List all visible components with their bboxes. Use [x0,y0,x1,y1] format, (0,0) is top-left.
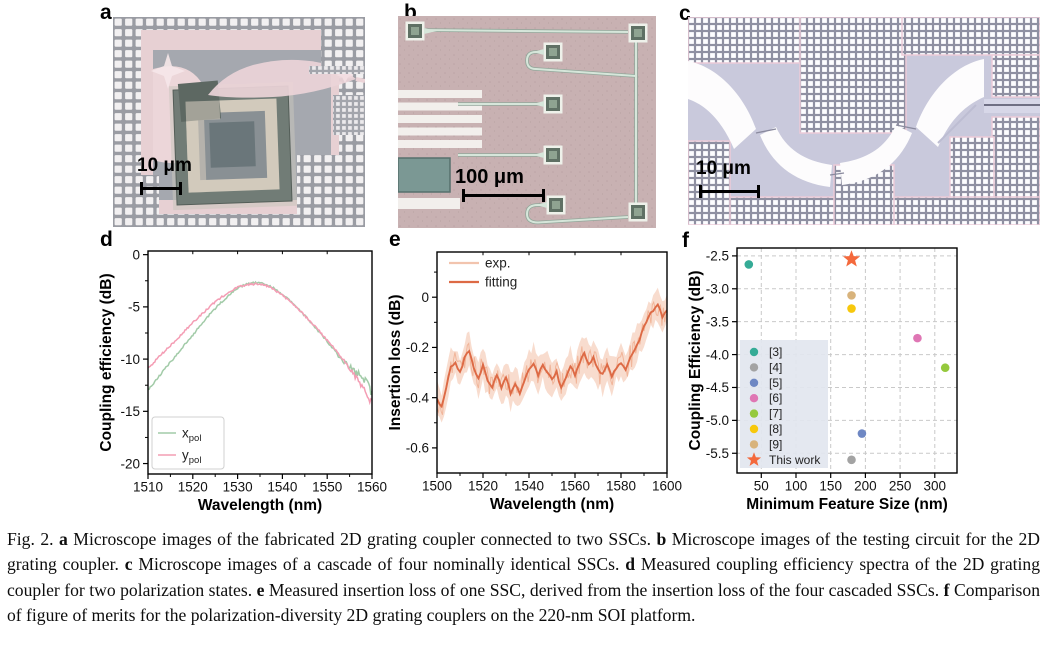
legend-label-band: exp. [485,256,511,271]
panel-b-scale-bar [462,188,545,203]
svg-text:-5.5: -5.5 [706,446,729,461]
legend-label-8: [8] [769,422,782,436]
svg-text:1580: 1580 [606,479,636,494]
point-5 [857,429,867,438]
ssc-tapers [688,59,984,187]
legend-label-6: [6] [769,391,782,405]
svg-text:-4.5: -4.5 [706,380,729,395]
micrograph-b-graphic [398,16,656,228]
svg-text:1560: 1560 [560,479,590,494]
svg-text:-2.5: -2.5 [706,249,729,264]
svg-text:-15: -15 [120,404,140,419]
chart-d-svg: 1510 1520 1530 1540 1550 1560 0 -5 -10 -15 -20 Wave… [98,247,387,514]
panel-c-scale-bar [699,184,760,199]
panel-f-label: f [682,229,689,252]
chart-insertion-loss: 1500 1520 1540 1560 1580 1600 0 -0.2 -0.4 -0.6 Wav… [385,231,685,521]
svg-text:1520: 1520 [468,479,498,494]
chart-e-svg: 1500 1520 1540 1560 1580 1600 0 -0.2 -0.4 -0.6 Wav… [387,251,682,513]
x-axis-label: Minimum Feature Size (nm) [746,496,948,513]
point-7 [940,363,950,373]
legend-label-7: [7] [769,407,782,421]
y-axis-label: Insertion loss (dB) [387,294,404,430]
svg-text:1500: 1500 [422,479,452,494]
micrograph-testing-circuit: 100 μm [398,16,656,228]
grating-coupler-squares [405,21,648,222]
x-axis-label: Wavelength (nm) [198,497,322,514]
panel-c-label: c [679,2,691,25]
panel-b-scale-bar-label: 100 μm [455,166,524,188]
legend-label-4: [4] [769,360,782,374]
svg-text:100: 100 [785,479,808,494]
legend-label-Thiswork: This work [769,453,821,467]
svg-text:1510: 1510 [133,480,163,495]
micrograph-2d-grating-coupler: 10 μm [113,17,365,227]
legend-label-9: [9] [769,437,782,451]
svg-text:1530: 1530 [223,480,253,495]
micrograph-a-graphic [113,17,365,227]
legend-label-5: [5] [769,376,782,390]
svg-text:1550: 1550 [312,480,342,495]
point-9 [847,291,856,300]
svg-text:1540: 1540 [267,480,297,495]
svg-text:-0.6: -0.6 [406,441,429,456]
svg-text:-0.2: -0.2 [406,340,429,355]
point-6 [913,333,922,343]
svg-text:-4.0: -4.0 [706,347,729,362]
svg-text:50: 50 [754,479,769,494]
legend-label-fit: fitting [485,275,517,290]
metal-stripes [398,90,482,148]
chart-f-svg: 50 100 150 200 250 300 -2.5 -3.0 -3.5 -4.0 -4.5 -5.… [687,247,958,513]
chart-comparison-scatter: 50 100 150 200 250 300 -2.5 -3.0 -3.5 -4.0 -4.5 -5.… [680,231,1045,521]
series-fitting [437,302,667,409]
micrograph-c-graphic [688,17,1040,225]
metal-pad [398,157,451,193]
series-x_pol [148,280,372,396]
series-exp-band [437,287,667,423]
svg-text:300: 300 [924,479,947,494]
point-4 [847,455,856,465]
svg-text:-5: -5 [128,300,140,315]
svg-text:-20: -20 [120,456,140,471]
figure-caption: Fig. 2. a Microscope images of the fabri… [7,529,1040,626]
panel-a-label: a [100,1,112,24]
point-this-work [843,250,861,267]
svg-text:-0.4: -0.4 [406,390,430,405]
chart-coupling-efficiency: 1510 1520 1530 1540 1550 1560 0 -5 -10 -15 -20 Wave… [95,231,395,521]
svg-text:-10: -10 [120,352,140,367]
svg-text:1600: 1600 [652,479,682,494]
svg-text:0: 0 [421,290,429,305]
panel-d-label: d [100,228,113,251]
x-axis-label: Wavelength (nm) [490,496,614,513]
svg-text:-3.5: -3.5 [706,314,729,329]
micrograph-ssc-cascade: 10 μm [688,17,1040,225]
fill-pattern-blocks [688,17,1040,225]
point-3 [744,260,754,269]
y-axis-label: Coupling efficiency (dB) [98,273,115,451]
svg-text:250: 250 [889,479,912,494]
waveguides [421,29,637,224]
series-y_pol [148,282,372,406]
panel-a-scale-bar-label: 10 μm [137,155,192,176]
panel-a-scale-bar [140,181,182,196]
svg-text:-5.0: -5.0 [706,413,729,428]
svg-text:1560: 1560 [357,480,387,495]
svg-text:1540: 1540 [514,479,544,494]
svg-text:200: 200 [854,479,877,494]
svg-text:150: 150 [819,479,842,494]
point-8 [847,304,856,313]
y-axis-label: Coupling Efficiency (dB) [687,271,704,451]
svg-text:0: 0 [132,247,140,262]
legend-label-3: [3] [769,345,782,359]
svg-text:-3.0: -3.0 [706,281,729,296]
panel-c-scale-bar-label: 10 μm [696,158,751,179]
panel-e-label: e [389,228,401,251]
svg-text:1520: 1520 [178,480,208,495]
legend-box [740,340,828,468]
legend-box [151,416,225,470]
